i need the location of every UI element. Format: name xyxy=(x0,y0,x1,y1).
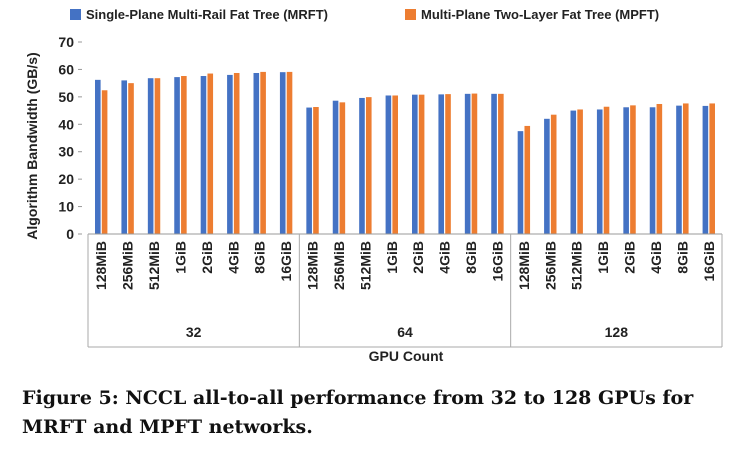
bar-mrft-64-4GiB xyxy=(438,94,445,234)
bar-mpft-32-512MiB xyxy=(154,78,161,234)
x-tick-label: 2GiB xyxy=(410,241,426,274)
y-tick-label: 0 xyxy=(66,226,74,242)
x-tick-label: 8GiB xyxy=(252,241,268,274)
y-tick-label: 40 xyxy=(58,116,74,132)
x-tick-label: 16GiB xyxy=(489,241,505,281)
bar-mrft-32-2GiB xyxy=(200,76,207,234)
x-tick-label: 4GiB xyxy=(225,241,241,274)
legend: Single-Plane Multi-Rail Fat Tree (MRFT) … xyxy=(70,7,659,22)
bar-mpft-128-512MiB xyxy=(577,109,583,234)
x-tick-label: 256MiB xyxy=(542,241,558,290)
bar-mpft-64-4GiB xyxy=(445,94,451,234)
bar-chart: Single-Plane Multi-Rail Fat Tree (MRFT) … xyxy=(24,7,723,364)
x-tick-label: 4GiB xyxy=(648,241,664,274)
bar-mpft-128-8GiB xyxy=(682,103,689,234)
bar-mpft-64-1GiB xyxy=(392,95,398,234)
bar-mpft-64-256MiB xyxy=(339,102,346,234)
bar-mpft-64-512MiB xyxy=(365,97,372,234)
bar-mpft-32-4GiB xyxy=(233,72,240,234)
x-tick-label: 2GiB xyxy=(622,241,638,274)
bar-mrft-128-16GiB xyxy=(702,105,709,234)
legend-swatch-mpft xyxy=(405,9,416,20)
x-tick-label: 512MiB xyxy=(146,241,162,290)
y-tick-label: 10 xyxy=(58,199,74,215)
x-tick-label: 512MiB xyxy=(357,241,373,290)
bar-mrft-128-2GiB xyxy=(623,107,629,234)
bar-mrft-64-128MiB xyxy=(306,107,312,234)
y-tick-label: 20 xyxy=(58,171,74,187)
x-tick-label: 2GiB xyxy=(199,241,215,274)
bar-mpft-32-1GiB xyxy=(181,76,187,234)
bar-mrft-64-256MiB xyxy=(332,100,339,234)
bar-mpft-32-16GiB xyxy=(286,71,293,234)
x-tick-label: 128MiB xyxy=(93,241,109,290)
bar-mpft-128-4GiB xyxy=(656,103,663,234)
y-tick-label: 60 xyxy=(58,61,74,77)
bar-mrft-64-8GiB xyxy=(464,93,471,234)
x-tick-label: 8GiB xyxy=(463,241,479,274)
bar-mrft-64-2GiB xyxy=(412,94,418,234)
bar-mpft-64-128MiB xyxy=(313,107,319,234)
bar-mrft-32-1GiB xyxy=(174,77,180,234)
bar-mrft-128-128MiB xyxy=(517,131,524,234)
x-tick-label: 16GiB xyxy=(701,241,717,281)
bar-mrft-128-8GiB xyxy=(676,105,682,235)
x-tick-label: 256MiB xyxy=(120,241,136,290)
y-tick-label: 50 xyxy=(58,89,74,105)
bar-mrft-32-4GiB xyxy=(227,74,233,235)
bar-mpft-32-256MiB xyxy=(128,83,134,235)
figure-caption: Figure 5: NCCL all-to-all performance fr… xyxy=(22,387,694,438)
bar-mpft-32-8GiB xyxy=(260,71,266,234)
x-tick-label: 4GiB xyxy=(437,241,453,274)
bar-mrft-32-8GiB xyxy=(253,72,260,234)
bar-mrft-64-512MiB xyxy=(359,97,365,234)
bar-mrft-64-16GiB xyxy=(491,93,497,234)
bar-mpft-32-128MiB xyxy=(101,90,108,234)
bar-mpft-64-8GiB xyxy=(471,93,478,235)
bar-mrft-128-1GiB xyxy=(596,109,603,234)
x-tick-label: 1GiB xyxy=(172,241,188,274)
group-label: 32 xyxy=(186,324,202,340)
x-tick-label: 128MiB xyxy=(516,241,532,290)
legend-label-mrft: Single-Plane Multi-Rail Fat Tree (MRFT) xyxy=(86,7,328,22)
x-tick-label: 256MiB xyxy=(331,241,347,290)
x-tick-label: 128MiB xyxy=(305,241,321,290)
bars xyxy=(95,71,715,235)
bar-mpft-128-256MiB xyxy=(550,114,557,234)
y-axis-title: Algorithm Bandwidth (GB/s) xyxy=(24,52,40,239)
y-tick-label: 30 xyxy=(58,144,74,160)
x-axis-title: GPU Count xyxy=(369,348,444,364)
group-label: 64 xyxy=(397,324,413,340)
bar-mpft-128-16GiB xyxy=(709,103,715,234)
x-tick-label: 1GiB xyxy=(384,241,400,274)
bar-mrft-64-1GiB xyxy=(385,95,392,234)
group-label: 128 xyxy=(605,324,629,340)
bar-mpft-128-2GiB xyxy=(630,105,636,234)
bar-mpft-128-128MiB xyxy=(524,125,531,234)
x-axis: 128MiB 256MiB 512MiB 1GiB 2GiB 4GiB 8GiB 16GiB 3… xyxy=(87,233,723,348)
bar-mpft-64-16GiB xyxy=(498,93,504,234)
bar-mrft-128-4GiB xyxy=(649,107,656,234)
bar-mpft-128-1GiB xyxy=(603,106,610,234)
x-tick-label: 8GiB xyxy=(674,241,690,274)
bar-mrft-32-512MiB xyxy=(147,78,154,234)
y-tick-label: 70 xyxy=(58,34,74,50)
bar-mpft-64-2GiB xyxy=(418,94,425,234)
bar-mrft-128-512MiB xyxy=(570,110,577,234)
bar-mrft-32-128MiB xyxy=(95,79,101,234)
x-tick-label: 1GiB xyxy=(595,241,611,274)
bar-mrft-128-256MiB xyxy=(544,118,550,234)
legend-swatch-mrft xyxy=(70,9,81,20)
bar-mpft-32-2GiB xyxy=(207,73,214,235)
legend-label-mpft: Multi-Plane Two-Layer Fat Tree (MPFT) xyxy=(421,7,659,22)
bar-mrft-32-16GiB xyxy=(279,72,286,235)
y-axis-ticks: 0 10 20 30 40 50 60 70 xyxy=(58,34,82,242)
x-tick-label: 16GiB xyxy=(278,241,294,281)
x-tick-label: 512MiB xyxy=(569,241,585,290)
bar-mrft-32-256MiB xyxy=(121,80,128,235)
